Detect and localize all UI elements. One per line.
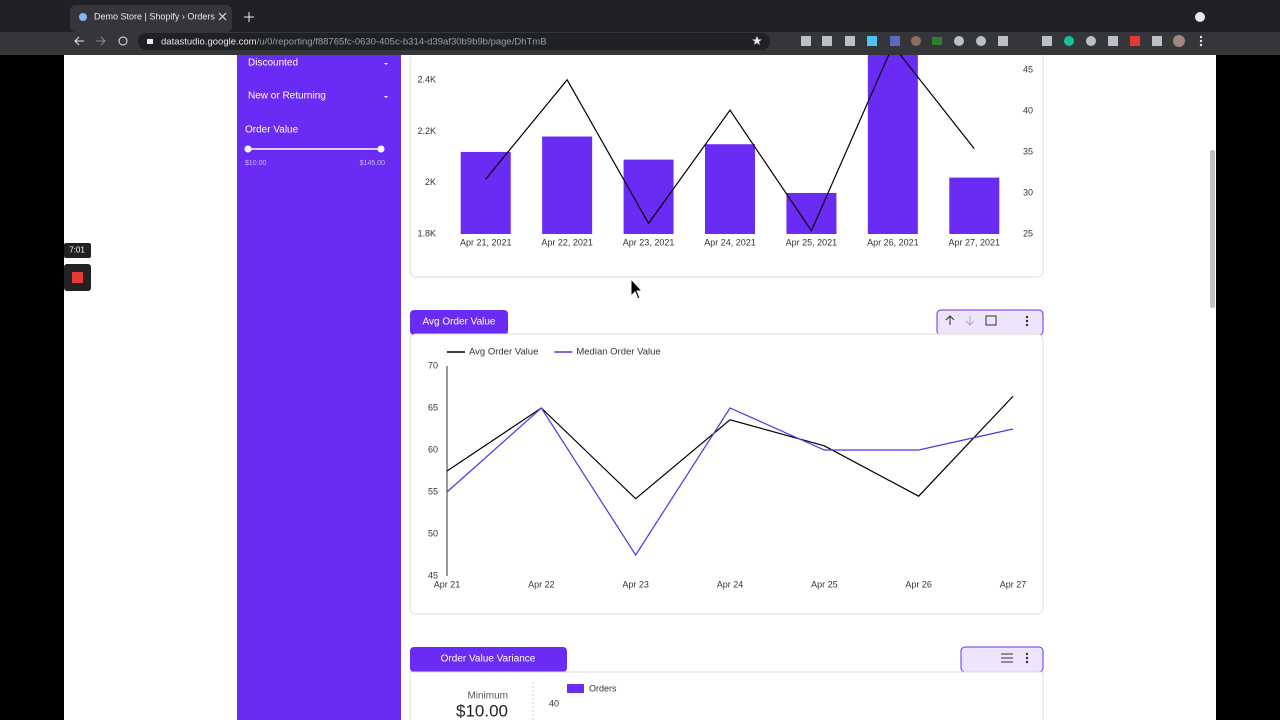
y-tick-label: 2K xyxy=(425,177,436,187)
y2-tick-label: 45 xyxy=(1023,64,1033,74)
slider-min: $10.00 xyxy=(245,160,267,167)
y-tick-label: 70 xyxy=(428,360,438,370)
slider-handle[interactable] xyxy=(377,145,385,153)
toolbar xyxy=(936,309,1044,336)
slider-handle[interactable] xyxy=(244,145,252,153)
more-menu[interactable] xyxy=(1025,652,1029,664)
line xyxy=(446,407,1014,557)
sidebar xyxy=(237,55,401,720)
card-tab[interactable] xyxy=(410,310,508,335)
cursor xyxy=(630,277,644,300)
legend-label: Median Order Value xyxy=(576,347,660,358)
tab[interactable] xyxy=(70,5,232,32)
stat-label: Minimum xyxy=(467,691,508,702)
y-tick-label: 65 xyxy=(428,402,438,412)
dropdown-arrow xyxy=(384,96,388,98)
bookmark[interactable] xyxy=(752,36,762,45)
y-tick-label: 40 xyxy=(549,698,559,708)
x-tick-label: Apr 23, 2021 xyxy=(623,237,675,247)
url-path: /u/0/reporting/f88765fc-0630-405c-b314-d… xyxy=(257,36,547,47)
recorder-time: 7:01 xyxy=(69,246,85,255)
card xyxy=(409,671,1044,720)
card-title: Avg Order Value xyxy=(422,317,495,328)
stat-value: $10.00 xyxy=(456,701,508,720)
y-tick-label: 2.2K xyxy=(417,126,436,136)
tab-search[interactable] xyxy=(1195,12,1205,22)
x-tick-label: Apr 26 xyxy=(905,579,932,589)
x-tick-label: Apr 27 xyxy=(1000,579,1027,589)
more-menu[interactable] xyxy=(1025,315,1029,327)
bar xyxy=(460,151,511,234)
x-tick-label: Apr 25, 2021 xyxy=(786,237,838,247)
x-tick-label: Apr 26, 2021 xyxy=(867,237,919,247)
x-tick-label: Apr 22 xyxy=(528,579,555,589)
x-tick-label: Apr 22, 2021 xyxy=(541,237,593,247)
x-tick-label: Apr 24 xyxy=(717,579,744,589)
tab-close[interactable] xyxy=(218,12,227,21)
slider-label: Order Value xyxy=(245,125,299,136)
scrollbar[interactable] xyxy=(1210,150,1215,308)
back[interactable] xyxy=(74,36,84,46)
tab-title: Demo Store | Shopify › Orders xyxy=(94,11,215,21)
browser-chrome: Demo Store | Shopify › Orders datastudio… xyxy=(0,0,1280,55)
legend-swatch xyxy=(567,684,584,693)
browser-menu[interactable] xyxy=(1199,35,1203,47)
bar xyxy=(786,192,837,234)
y-tick-label: 55 xyxy=(428,486,438,496)
card-title: Order Value Variance xyxy=(441,654,536,665)
reload[interactable] xyxy=(118,36,128,46)
dropdown-arrow xyxy=(384,63,388,65)
legend-label: Orders xyxy=(589,683,617,693)
y-tick-label: 50 xyxy=(428,528,438,538)
x-tick-label: Apr 25 xyxy=(811,579,838,589)
x-tick-label: Apr 24, 2021 xyxy=(704,237,756,247)
x-tick-label: Apr 21, 2021 xyxy=(460,237,512,247)
extensions xyxy=(801,35,1185,47)
lock xyxy=(147,39,153,44)
y-tick-label: 45 xyxy=(428,570,438,580)
stop-icon xyxy=(72,272,83,283)
y-tick-label: 60 xyxy=(428,444,438,454)
drill-down[interactable] xyxy=(965,316,975,326)
legend-label: Avg Order Value xyxy=(469,347,538,358)
filter[interactable]: New or Returning xyxy=(248,91,326,102)
x-tick-label: Apr 27, 2021 xyxy=(949,237,1001,247)
y2-tick-label: 25 xyxy=(1023,228,1033,238)
card xyxy=(409,333,1044,615)
url: datastudio.google.com/u/0/reporting/f887… xyxy=(161,36,547,47)
toolbar xyxy=(960,646,1044,673)
y2-tick-label: 35 xyxy=(1023,146,1033,156)
omnibox[interactable] xyxy=(138,33,770,50)
drill-up[interactable] xyxy=(945,315,955,325)
y-tick-label: 2.4K xyxy=(417,74,436,84)
forward[interactable] xyxy=(96,36,106,46)
expand[interactable] xyxy=(985,315,997,326)
x-tick-label: Apr 23 xyxy=(622,579,649,589)
slider-max: $145.00 xyxy=(360,160,385,167)
filter-icon[interactable] xyxy=(1001,653,1013,663)
bar xyxy=(705,144,755,234)
card-tab[interactable] xyxy=(410,647,567,672)
y2-tick-label: 40 xyxy=(1023,105,1033,115)
filter[interactable]: Discounted xyxy=(248,58,298,69)
bar xyxy=(542,136,593,234)
x-tick-label: Apr 21 xyxy=(434,579,461,589)
bar xyxy=(623,159,674,234)
content: Discounted New or Returning Order Value … xyxy=(64,3,1216,720)
y-tick-label: 1.8K xyxy=(417,228,436,238)
url-host: datastudio.google.com xyxy=(161,36,257,47)
y2-tick-label: 30 xyxy=(1023,187,1033,197)
recorder-timer xyxy=(64,243,91,258)
new-tab[interactable] xyxy=(244,12,254,22)
favicon xyxy=(79,13,87,21)
bar xyxy=(949,177,1000,234)
